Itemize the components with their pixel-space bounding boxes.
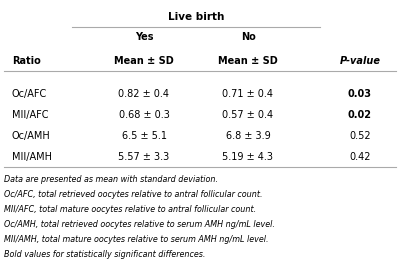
Text: No: No (241, 32, 255, 42)
Text: MII/AMH, total mature oocytes relative to serum AMH ng/mL level.: MII/AMH, total mature oocytes relative t… (4, 235, 268, 244)
Text: 5.57 ± 3.3: 5.57 ± 3.3 (118, 152, 170, 162)
Text: Oc/AMH, total retrieved oocytes relative to serum AMH ng/mL level.: Oc/AMH, total retrieved oocytes relative… (4, 220, 275, 229)
Text: 0.42: 0.42 (349, 152, 371, 162)
Text: MII/AFC, total mature oocytes relative to antral follicular count.: MII/AFC, total mature oocytes relative t… (4, 205, 256, 214)
Text: Ratio: Ratio (12, 56, 41, 66)
Text: P-value: P-value (340, 56, 380, 66)
Text: Live birth: Live birth (168, 12, 224, 22)
Text: 0.02: 0.02 (348, 110, 372, 120)
Text: 5.19 ± 4.3: 5.19 ± 4.3 (222, 152, 274, 162)
Text: MII/AMH: MII/AMH (12, 152, 52, 162)
Text: Data are presented as mean with standard deviation.: Data are presented as mean with standard… (4, 175, 218, 184)
Text: 0.57 ± 0.4: 0.57 ± 0.4 (222, 110, 274, 120)
Text: Oc/AFC, total retrieved oocytes relative to antral follicular count.: Oc/AFC, total retrieved oocytes relative… (4, 190, 262, 199)
Text: Oc/AFC: Oc/AFC (12, 89, 47, 99)
Text: 0.71 ± 0.4: 0.71 ± 0.4 (222, 89, 274, 99)
Text: 6.5 ± 5.1: 6.5 ± 5.1 (122, 131, 166, 141)
Text: Bold values for statistically significant differences.: Bold values for statistically significan… (4, 250, 205, 259)
Text: 0.68 ± 0.3: 0.68 ± 0.3 (118, 110, 170, 120)
Text: Yes: Yes (135, 32, 153, 42)
Text: MII/AFC: MII/AFC (12, 110, 48, 120)
Text: Oc/AMH: Oc/AMH (12, 131, 51, 141)
Text: 0.52: 0.52 (349, 131, 371, 141)
Text: Mean ± SD: Mean ± SD (218, 56, 278, 66)
Text: Mean ± SD: Mean ± SD (114, 56, 174, 66)
Text: 0.03: 0.03 (348, 89, 372, 99)
Text: 6.8 ± 3.9: 6.8 ± 3.9 (226, 131, 270, 141)
Text: 0.82 ± 0.4: 0.82 ± 0.4 (118, 89, 170, 99)
